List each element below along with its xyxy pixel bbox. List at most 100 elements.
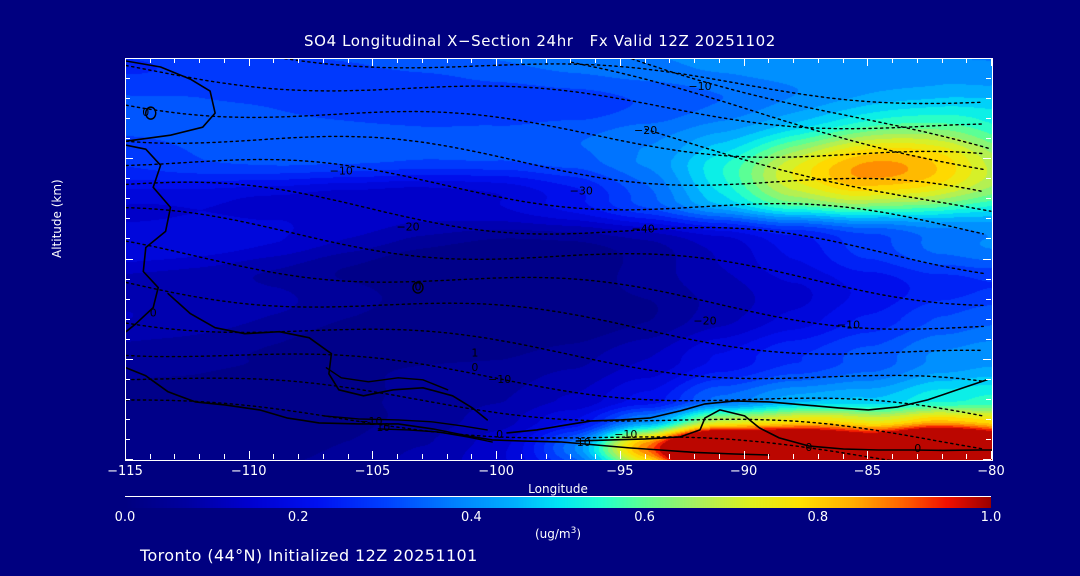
y-tick-right bbox=[986, 78, 991, 80]
plot-area: 0 0 0 0 1 0 10 10 0 0 −10 −20 −10 −30 −40 −20 −20 −10 −10−… bbox=[125, 58, 993, 461]
x-minor-tick bbox=[545, 454, 547, 459]
y-tick-right bbox=[983, 258, 991, 260]
y-tick-right bbox=[986, 218, 991, 220]
colorbar-units-label: (ug/m3) bbox=[534, 526, 582, 541]
colorbar bbox=[125, 496, 991, 508]
contour-label: 0 bbox=[471, 361, 478, 374]
x-tick-label: −95 bbox=[606, 464, 634, 479]
colorbar-tick-label: 1.0 bbox=[980, 510, 1002, 525]
y-tick-right bbox=[986, 178, 991, 180]
y-minor-tick bbox=[125, 218, 130, 220]
x-tick-top bbox=[421, 58, 423, 63]
x-minor-tick bbox=[669, 454, 671, 459]
x-major-tick bbox=[372, 451, 374, 459]
x-minor-tick bbox=[298, 454, 300, 459]
colorbar-canvas bbox=[125, 497, 991, 508]
y-major-tick bbox=[125, 459, 133, 460]
contour-label: −10 bbox=[688, 80, 711, 93]
figure-footer: Toronto (44°N) Initialized 12Z 20251101 bbox=[140, 546, 478, 565]
x-tick-top bbox=[644, 58, 646, 63]
x-tick-top bbox=[768, 58, 770, 63]
contour-label: −20 bbox=[693, 315, 716, 328]
x-minor-tick bbox=[347, 454, 349, 459]
x-tick-top bbox=[817, 58, 819, 63]
y-minor-tick bbox=[125, 338, 130, 340]
contour-label: 0 bbox=[150, 307, 157, 320]
colorbar-tick-label: 0.4 bbox=[461, 510, 482, 525]
contour-label: −10 bbox=[488, 373, 511, 386]
x-tick-top bbox=[397, 58, 399, 63]
x-tick-top bbox=[372, 58, 374, 66]
x-tick-top bbox=[471, 58, 473, 63]
x-minor-tick bbox=[793, 454, 795, 459]
y-minor-tick bbox=[125, 418, 130, 420]
y-minor-tick bbox=[125, 238, 130, 240]
y-minor-tick bbox=[125, 118, 130, 120]
x-tick-label: −105 bbox=[354, 464, 391, 479]
x-tick-top bbox=[619, 58, 621, 66]
x-tick-label: −85 bbox=[853, 464, 881, 479]
x-minor-tick bbox=[966, 454, 968, 459]
contour-label: −20 bbox=[396, 220, 419, 233]
x-tick-label: −115 bbox=[107, 464, 143, 479]
y-tick-right bbox=[983, 58, 991, 59]
x-minor-tick bbox=[520, 454, 522, 459]
x-tick-top bbox=[595, 58, 597, 63]
x-minor-tick bbox=[941, 454, 943, 459]
y-major-tick bbox=[125, 58, 133, 59]
x-minor-tick bbox=[149, 454, 151, 459]
x-major-tick bbox=[125, 451, 126, 459]
x-minor-tick bbox=[842, 454, 844, 459]
y-minor-tick bbox=[125, 298, 130, 300]
y-tick-right bbox=[986, 238, 991, 240]
x-tick-top bbox=[669, 58, 671, 63]
x-minor-tick bbox=[322, 454, 324, 459]
x-minor-tick bbox=[892, 454, 894, 459]
x-tick-top bbox=[347, 58, 349, 63]
x-tick-top bbox=[545, 58, 547, 63]
x-minor-tick bbox=[694, 454, 696, 459]
x-minor-tick bbox=[471, 454, 473, 459]
y-tick-right bbox=[983, 358, 991, 360]
cross-section-heatmap bbox=[126, 59, 992, 460]
x-tick-top bbox=[223, 58, 225, 63]
contour-label: −10 bbox=[614, 428, 637, 441]
x-tick-top bbox=[743, 58, 745, 66]
y-minor-tick bbox=[125, 278, 130, 280]
contour-label: −10 bbox=[359, 415, 382, 428]
x-minor-tick bbox=[595, 454, 597, 459]
x-tick-label: −80 bbox=[977, 464, 1005, 479]
x-tick-top bbox=[199, 58, 201, 63]
contour-label: −10 bbox=[837, 319, 860, 332]
x-tick-top bbox=[273, 58, 275, 63]
x-minor-tick bbox=[223, 454, 225, 459]
contour-label: −40 bbox=[632, 222, 655, 235]
x-tick-top bbox=[718, 58, 720, 63]
contour-label: 0 bbox=[805, 441, 812, 454]
y-minor-tick bbox=[125, 138, 130, 140]
y-minor-tick bbox=[125, 398, 130, 400]
contour-label: −10 bbox=[330, 164, 353, 177]
x-major-tick bbox=[248, 451, 250, 459]
x-minor-tick bbox=[916, 454, 918, 459]
contour-label: 1 bbox=[471, 347, 478, 360]
x-tick-top bbox=[966, 58, 968, 63]
y-tick-right bbox=[986, 398, 991, 400]
x-major-tick bbox=[867, 451, 869, 459]
y-tick-right bbox=[986, 318, 991, 320]
x-tick-top bbox=[941, 58, 943, 63]
x-tick-top bbox=[149, 58, 151, 63]
y-minor-tick bbox=[125, 178, 130, 180]
x-axis-title: Longitude bbox=[528, 482, 588, 496]
y-tick-right bbox=[986, 298, 991, 300]
y-tick-right bbox=[986, 278, 991, 280]
contour-label: 10 bbox=[376, 421, 390, 434]
y-major-tick bbox=[125, 358, 133, 360]
contour-label: 0 bbox=[914, 442, 921, 455]
y-major-tick bbox=[125, 258, 133, 260]
x-tick-top bbox=[991, 58, 992, 66]
y-tick-right bbox=[983, 158, 991, 160]
x-tick-label: −100 bbox=[478, 464, 514, 479]
y-tick-right bbox=[986, 198, 991, 200]
x-tick-top bbox=[916, 58, 918, 63]
